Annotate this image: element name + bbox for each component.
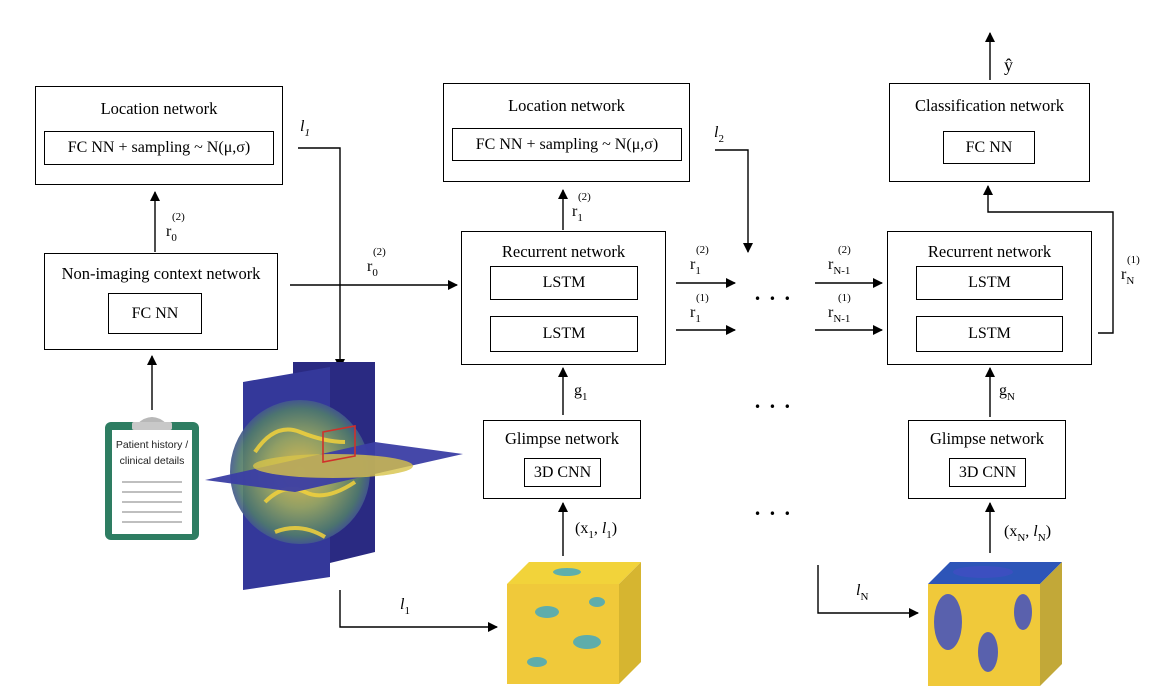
clipboard-text-1: Patient history / (115, 439, 189, 451)
label-g1: g1 (574, 382, 588, 403)
recurrent-network-1: Recurrent network LSTM LSTM (461, 231, 666, 365)
context-network-fc-nn: FC NN (108, 293, 202, 334)
r0-subscript: 0 (372, 267, 378, 279)
r-symbol: r (1121, 266, 1127, 283)
recurrent-network-n: Recurrent network LSTM LSTM (887, 231, 1092, 365)
r0-superscript: (2) (172, 211, 185, 223)
r1-subscript: 1 (695, 313, 701, 325)
rN-superscript: (1) (1127, 254, 1140, 266)
label-rN1-2: rN-1 (2) (828, 244, 851, 277)
r0-superscript: (2) (373, 246, 386, 258)
lN-subscript: N (1037, 532, 1046, 544)
ellipsis-middle: • • • (754, 400, 793, 414)
label-r0-2-right: r0 (2) (367, 246, 386, 279)
g-symbol: g (999, 382, 1007, 399)
rN1-superscript: (1) (838, 292, 851, 304)
x-symbol: x (580, 520, 589, 537)
label-r1-2-right: r1 (2) (690, 244, 709, 277)
location-network-1: Location network FC NN + sampling ~ N(μ,… (35, 86, 283, 185)
gN-subscript: N (1007, 391, 1015, 403)
l-symbol: l (400, 596, 405, 613)
x1-subscript: 1 (588, 529, 594, 541)
label-lN: lN (856, 582, 869, 603)
glimpse-cube-1 (507, 562, 641, 684)
location-network-1-title: Location network (100, 99, 218, 118)
g1-subscript: 1 (582, 391, 588, 403)
glimpse-cube-n (928, 562, 1062, 686)
r-symbol: r (367, 258, 373, 275)
rN1-subscript: N-1 (833, 313, 851, 325)
clipboard-icon: Patient history / clinical details (102, 410, 202, 542)
r-symbol: r (828, 304, 834, 321)
l1-subscript: 1 (304, 127, 310, 139)
r-symbol: r (828, 256, 834, 273)
location-network-1-fc-sampling: FC NN + sampling ~ N(μ,σ) (44, 131, 274, 165)
location-network-2-fc-sampling: FC NN + sampling ~ N(μ,σ) (452, 128, 682, 161)
xN-subscript: N (1017, 532, 1026, 544)
l-symbol: l (300, 118, 305, 135)
label-l1-bottom: l1 (400, 596, 410, 617)
l1-subscript: 1 (606, 529, 612, 541)
ellipsis-bottom: • • • (754, 507, 793, 521)
glimpse-network-1-3d-cnn: 3D CNN (524, 458, 601, 487)
label-rN1-1: rN-1 (1) (828, 292, 851, 325)
brain-mri-image (205, 362, 477, 590)
context-network-title: Non-imaging context network (61, 264, 261, 283)
label-l2: l2 (714, 124, 724, 145)
label-r0-2-up: r0 (2) (166, 211, 185, 244)
location-network-2: Location network FC NN + sampling ~ N(μ,… (443, 83, 690, 182)
label-x1-l1: (x1, l1) (575, 520, 618, 541)
glimpse-network-1: Glimpse network 3D CNN (483, 420, 641, 499)
label-xN-lN: (xN, lN) (1004, 523, 1052, 544)
recurrent-network-1-lstm-bottom: LSTM (490, 316, 638, 352)
label-r1-1-right: r1 (1) (690, 292, 709, 325)
l-symbol: l (856, 582, 861, 599)
label-r1-2-up: r1 (2) (572, 191, 591, 224)
ellipsis-top: • • • (754, 292, 793, 306)
recurrent-network-n-lstm-bottom: LSTM (916, 316, 1063, 352)
g-symbol: g (574, 382, 582, 399)
classification-network-fc-nn: FC NN (943, 131, 1035, 164)
lN-subscript: N (860, 591, 869, 603)
r-symbol: r (572, 203, 578, 220)
location-network-2-title: Location network (508, 96, 625, 115)
classification-network-title: Classification network (915, 96, 1064, 115)
r0-subscript: 0 (171, 232, 177, 244)
r1-superscript: (1) (696, 292, 709, 304)
glimpse-network-n-3d-cnn: 3D CNN (949, 458, 1026, 487)
r1-superscript: (2) (696, 244, 709, 256)
glimpse-network-1-title: Glimpse network (504, 429, 620, 448)
rN-subscript: N (1126, 275, 1135, 287)
r1-subscript: 1 (695, 265, 701, 277)
l-symbol: l (714, 124, 719, 141)
rN1-subscript: N-1 (833, 265, 851, 277)
context-network: Non-imaging context network FC NN (44, 253, 278, 350)
l1-subscript: 1 (404, 605, 410, 617)
x-symbol: x (1009, 523, 1018, 540)
recurrent-network-1-lstm-top: LSTM (490, 266, 638, 300)
recurrent-network-1-title: Recurrent network (501, 242, 626, 261)
classification-network: Classification network FC NN (889, 83, 1090, 182)
l-symbol: l (601, 520, 607, 537)
recurrent-network-n-lstm-top: LSTM (916, 266, 1063, 300)
label-gN: gN (999, 382, 1015, 403)
glimpse-network-n-title: Glimpse network (929, 429, 1045, 448)
l-symbol: l (1033, 523, 1038, 540)
glimpse-network-n: Glimpse network 3D CNN (908, 420, 1066, 499)
r1-superscript: (2) (578, 191, 591, 203)
r-symbol: r (166, 223, 172, 240)
l2-subscript: 2 (718, 133, 724, 145)
rN1-superscript: (2) (838, 244, 851, 256)
label-l1-top: l1 (300, 118, 310, 139)
r-symbol: r (690, 256, 696, 273)
r-symbol: r (690, 304, 696, 321)
recurrent-network-n-title: Recurrent network (927, 242, 1052, 261)
clipboard-text-2: clinical details (119, 455, 185, 467)
label-rN-1: rN (1) (1121, 254, 1140, 287)
r1-subscript: 1 (577, 212, 583, 224)
label-y-hat: ŷ (1004, 55, 1013, 75)
